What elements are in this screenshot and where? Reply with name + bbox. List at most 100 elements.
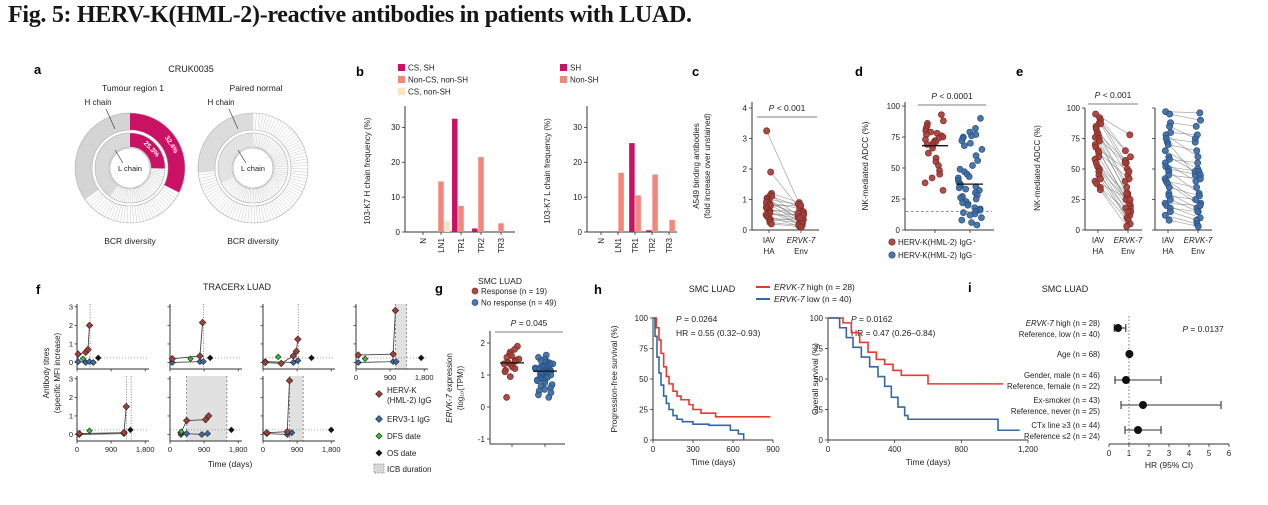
svg-text:CRUK0035: CRUK0035 xyxy=(168,64,214,74)
svg-text:50: 50 xyxy=(639,375,648,384)
svg-text:0: 0 xyxy=(826,445,831,454)
svg-text:300: 300 xyxy=(686,445,700,454)
svg-text:SH: SH xyxy=(570,64,581,73)
svg-text:Tumour region 1: Tumour region 1 xyxy=(102,83,164,93)
svg-text:ERVK-7: ERVK-7 xyxy=(1184,236,1213,245)
svg-text:Antibody titres: Antibody titres xyxy=(42,348,51,399)
svg-text:Response (n = 19): Response (n = 19) xyxy=(481,287,547,296)
svg-text:(HML-2) IgG: (HML-2) IgG xyxy=(387,396,431,405)
svg-text:Env: Env xyxy=(1191,247,1205,256)
svg-text:A549 binding antibodies: A549 binding antibodies xyxy=(692,123,701,208)
svg-text:Time (days): Time (days) xyxy=(906,457,951,467)
svg-text:0: 0 xyxy=(644,436,649,445)
svg-text:0: 0 xyxy=(819,436,824,445)
svg-text:H chain: H chain xyxy=(84,98,111,107)
svg-text:BCR diversity: BCR diversity xyxy=(227,236,279,246)
panel-f-label: f xyxy=(36,282,41,297)
svg-text:P = 0.0162: P = 0.0162 xyxy=(851,314,893,324)
svg-text:H chain: H chain xyxy=(207,98,234,107)
svg-text:LN1: LN1 xyxy=(614,237,623,252)
svg-text:Time (days): Time (days) xyxy=(691,457,736,467)
svg-text:0: 0 xyxy=(75,445,79,454)
svg-text:0: 0 xyxy=(651,445,656,454)
svg-text:25: 25 xyxy=(639,405,648,414)
svg-text:4: 4 xyxy=(743,104,748,113)
svg-text:0: 0 xyxy=(261,445,265,454)
svg-text:2: 2 xyxy=(743,165,748,174)
svg-text:TR3: TR3 xyxy=(497,237,506,253)
svg-text:N: N xyxy=(597,238,606,244)
panel-a-label: a xyxy=(34,62,42,77)
svg-text:Env: Env xyxy=(794,247,808,256)
svg-text:2: 2 xyxy=(69,393,73,402)
svg-text:Reference, low (n = 40): Reference, low (n = 40) xyxy=(1019,330,1101,339)
panel-d-label: d xyxy=(855,64,863,79)
svg-text:Age (n = 68): Age (n = 68) xyxy=(1057,350,1101,359)
svg-text:P < 0.001: P < 0.001 xyxy=(769,103,806,113)
svg-text:400: 400 xyxy=(888,445,902,454)
svg-text:4: 4 xyxy=(1187,449,1192,458)
svg-text:2: 2 xyxy=(481,339,486,348)
svg-text:HERV-K(HML-2) IgG⁺: HERV-K(HML-2) IgG⁺ xyxy=(898,238,976,247)
panel-e-adcc-paired-plot: NK-mediated ADCC (%) P < 0.001 0 25 50 75 100 I… xyxy=(1033,90,1213,256)
panel-b-chain-frequency-bars: 0 10 20 30 103-K7 H chain frequency (%) N LN1 T… xyxy=(363,64,677,253)
svg-text:HR (95% CI): HR (95% CI) xyxy=(1145,460,1193,470)
panel-i-label: i xyxy=(968,280,972,295)
svg-text:1,200: 1,200 xyxy=(1018,445,1039,454)
svg-text:-1: -1 xyxy=(478,435,486,444)
svg-text:TR2: TR2 xyxy=(648,237,657,253)
svg-text:CS, non-SH: CS, non-SH xyxy=(408,88,451,97)
svg-text:75: 75 xyxy=(891,133,900,142)
panel-d-adcc-scatter: 0 25 50 75 100 NK-mediated ADCC (%) P < 0.0001… xyxy=(860,91,994,260)
svg-text:30: 30 xyxy=(391,123,400,132)
svg-text:0: 0 xyxy=(896,226,901,235)
svg-text:BCR diversity: BCR diversity xyxy=(104,236,156,246)
svg-text:(log₁₀(TPM)): (log₁₀(TPM)) xyxy=(456,366,465,411)
svg-text:P = 0.045: P = 0.045 xyxy=(511,318,548,328)
svg-text:75: 75 xyxy=(814,344,823,353)
svg-text:0: 0 xyxy=(69,430,73,439)
panel-h-label: h xyxy=(594,282,602,297)
svg-text:900: 900 xyxy=(766,445,780,454)
svg-text:5: 5 xyxy=(1207,449,1212,458)
svg-text:1,800: 1,800 xyxy=(229,445,248,454)
svg-text:10: 10 xyxy=(573,193,582,202)
svg-text:OS date: OS date xyxy=(387,449,417,458)
figure-title: Fig. 5: HERV-K(HML-2)-reactive antibodie… xyxy=(8,2,692,28)
svg-text:Progression-free survival (%): Progression-free survival (%) xyxy=(609,325,619,432)
svg-text:P < 0.0001: P < 0.0001 xyxy=(931,91,973,101)
svg-text:N: N xyxy=(419,238,428,244)
svg-text:30: 30 xyxy=(573,123,582,132)
svg-text:100: 100 xyxy=(1067,104,1081,113)
svg-text:1: 1 xyxy=(481,371,486,380)
svg-text:0: 0 xyxy=(1076,226,1081,235)
svg-text:75: 75 xyxy=(639,344,648,353)
svg-text:ERVK-7: ERVK-7 xyxy=(787,236,816,245)
svg-text:Overall survival (%): Overall survival (%) xyxy=(810,343,820,415)
svg-text:IAV: IAV xyxy=(763,236,776,245)
svg-text:TR1: TR1 xyxy=(457,237,466,253)
svg-text:1: 1 xyxy=(743,195,748,204)
svg-text:Gender, male (n = 46): Gender, male (n = 46) xyxy=(1024,371,1100,380)
svg-text:10: 10 xyxy=(391,193,400,202)
svg-text:ERVK-7 high (n = 28): ERVK-7 high (n = 28) xyxy=(1026,319,1101,328)
svg-text:NK-mediated ADCC (%): NK-mediated ADCC (%) xyxy=(860,121,870,210)
svg-text:75: 75 xyxy=(1071,134,1080,143)
svg-text:0: 0 xyxy=(69,358,73,367)
svg-text:3: 3 xyxy=(1167,449,1172,458)
svg-text:0: 0 xyxy=(168,445,172,454)
svg-text:900: 900 xyxy=(291,445,304,454)
svg-text:100: 100 xyxy=(635,314,649,323)
svg-text:800: 800 xyxy=(955,445,969,454)
svg-text:1,800: 1,800 xyxy=(415,373,434,382)
svg-text:HA: HA xyxy=(1092,247,1104,256)
svg-text:900: 900 xyxy=(198,445,211,454)
svg-text:HA: HA xyxy=(763,247,775,256)
svg-text:Non-CS, non-SH: Non-CS, non-SH xyxy=(408,76,468,85)
panel-h-survival-curves: SMC LUAD ERVK-7 high (n = 28) ERVK-7 low (… xyxy=(609,282,1039,467)
panel-i-forest-plot: SMC LUAD P = 0.0137 0 1 2 3 4 5 6 HR (95% CI) ERVK… xyxy=(1007,284,1232,470)
svg-text:Reference ≤2 (n = 24): Reference ≤2 (n = 24) xyxy=(1024,432,1100,441)
svg-text:TR2: TR2 xyxy=(477,237,486,253)
svg-text:103-K7 H chain frequency (%): 103-K7 H chain frequency (%) xyxy=(363,117,372,225)
svg-text:50: 50 xyxy=(891,164,900,173)
